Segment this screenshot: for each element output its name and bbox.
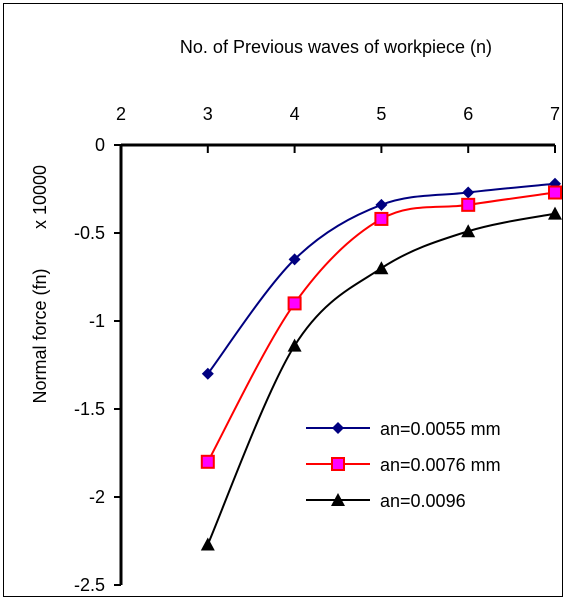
- data-point: [287, 338, 302, 352]
- series-3: [200, 206, 562, 551]
- y-tick-label: -2.5: [74, 575, 105, 595]
- data-point: [461, 224, 476, 238]
- y-tick-label: 0: [95, 135, 105, 155]
- data-point: [288, 253, 301, 266]
- data-point: [461, 197, 476, 212]
- x-tick-label: 7: [550, 104, 560, 124]
- legend-entry-3: an=0.0096: [306, 491, 466, 511]
- y-axis-label: Normal force (fn): [30, 268, 50, 403]
- y-tick-label: -1.5: [74, 399, 105, 419]
- data-point: [287, 296, 302, 311]
- y-tick-label: -2: [89, 487, 105, 507]
- data-point: [200, 537, 215, 551]
- series-1: [201, 177, 561, 380]
- legend-label: an=0.0076 mm: [380, 455, 501, 475]
- y-tick-label: -1: [89, 311, 105, 331]
- series-line: [206, 212, 556, 545]
- data-point: [374, 261, 389, 275]
- data-point: [374, 211, 389, 226]
- chart-frame: [3, 3, 563, 597]
- x-tick-label: 2: [116, 104, 126, 124]
- x-tick-label: 5: [376, 104, 386, 124]
- data-point: [462, 186, 475, 199]
- x-tick-label: 6: [463, 104, 473, 124]
- x-tick-label: 3: [203, 104, 213, 124]
- legend-entry-1: an=0.0055 mm: [306, 419, 501, 439]
- data-point: [375, 198, 388, 211]
- legend-label: an=0.0096: [380, 491, 466, 511]
- x-tick-label: 4: [290, 104, 300, 124]
- data-point: [548, 185, 562, 200]
- y-tick-label: -0.5: [74, 223, 105, 243]
- legend-entry-2: an=0.0076 mm: [306, 455, 501, 475]
- series-line: [207, 182, 556, 375]
- series-line: [206, 191, 556, 463]
- legend-label: an=0.0055 mm: [380, 419, 501, 439]
- y-multiplier-label: x 10000: [30, 165, 50, 229]
- series-2: [200, 185, 562, 469]
- legend-marker: [331, 457, 345, 471]
- chart-title: No. of Previous waves of workpiece (n): [180, 37, 492, 57]
- data-point: [201, 367, 214, 380]
- data-point: [548, 206, 562, 220]
- legend-marker: [331, 493, 345, 506]
- legend-marker: [332, 422, 344, 434]
- data-point: [200, 454, 215, 469]
